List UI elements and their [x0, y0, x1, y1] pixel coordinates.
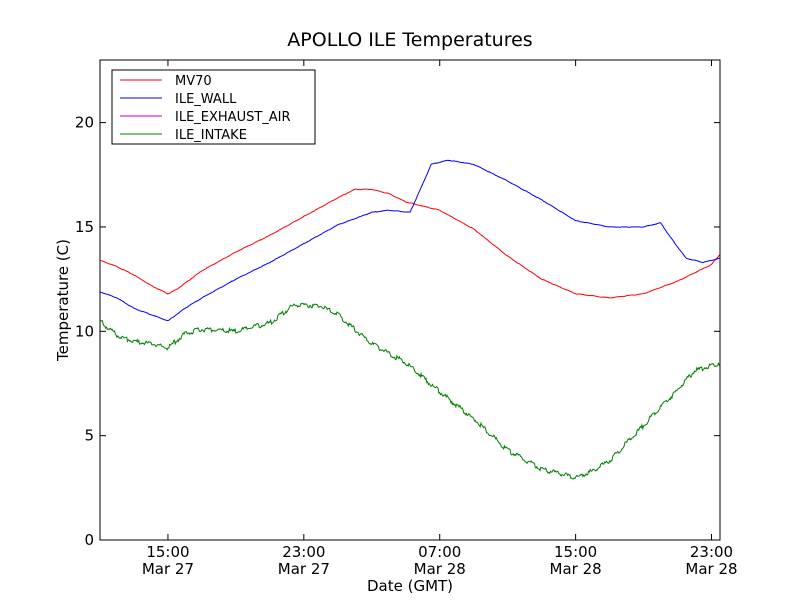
x-tick-label-date: Mar 28 [685, 560, 737, 578]
legend-label: ILE_EXHAUST_AIR [175, 110, 291, 125]
x-tick-label-time: 15:00 [554, 543, 597, 561]
x-axis-label: Date (GMT) [367, 577, 453, 595]
x-tick-label-time: 07:00 [418, 543, 461, 561]
y-tick-label: 15 [75, 218, 94, 236]
y-axis-label: Temperature (C) [54, 239, 72, 362]
x-tick-label-time: 23:00 [282, 543, 325, 561]
y-tick-label: 0 [84, 531, 94, 549]
x-tick-label-date: Mar 27 [142, 560, 194, 578]
chart-title: APOLLO ILE Temperatures [287, 29, 532, 51]
x-tick-label-date: Mar 28 [414, 560, 466, 578]
legend: MV70 ILE_WALL ILE_EXHAUST_AIR ILE_INTAKE [111, 69, 316, 145]
series-line-mv70 [99, 188, 721, 299]
legend-label: ILE_INTAKE [175, 128, 247, 143]
y-tick-label: 20 [75, 114, 94, 132]
y-tick-label: 5 [84, 427, 94, 445]
legend-label: ILE_WALL [175, 92, 237, 107]
series-line-ile-wall [99, 159, 721, 322]
x-tick-label-date: Mar 27 [278, 560, 330, 578]
series-line-ile-intake [99, 302, 721, 480]
y-tick-label: 10 [75, 322, 94, 340]
series-layer [99, 159, 721, 480]
legend-label: MV70 [175, 74, 212, 89]
x-tick-label-date: Mar 28 [550, 560, 602, 578]
legend-box [111, 69, 316, 145]
x-tick-label-time: 15:00 [146, 543, 189, 561]
x-tick-label-time: 23:00 [690, 543, 733, 561]
